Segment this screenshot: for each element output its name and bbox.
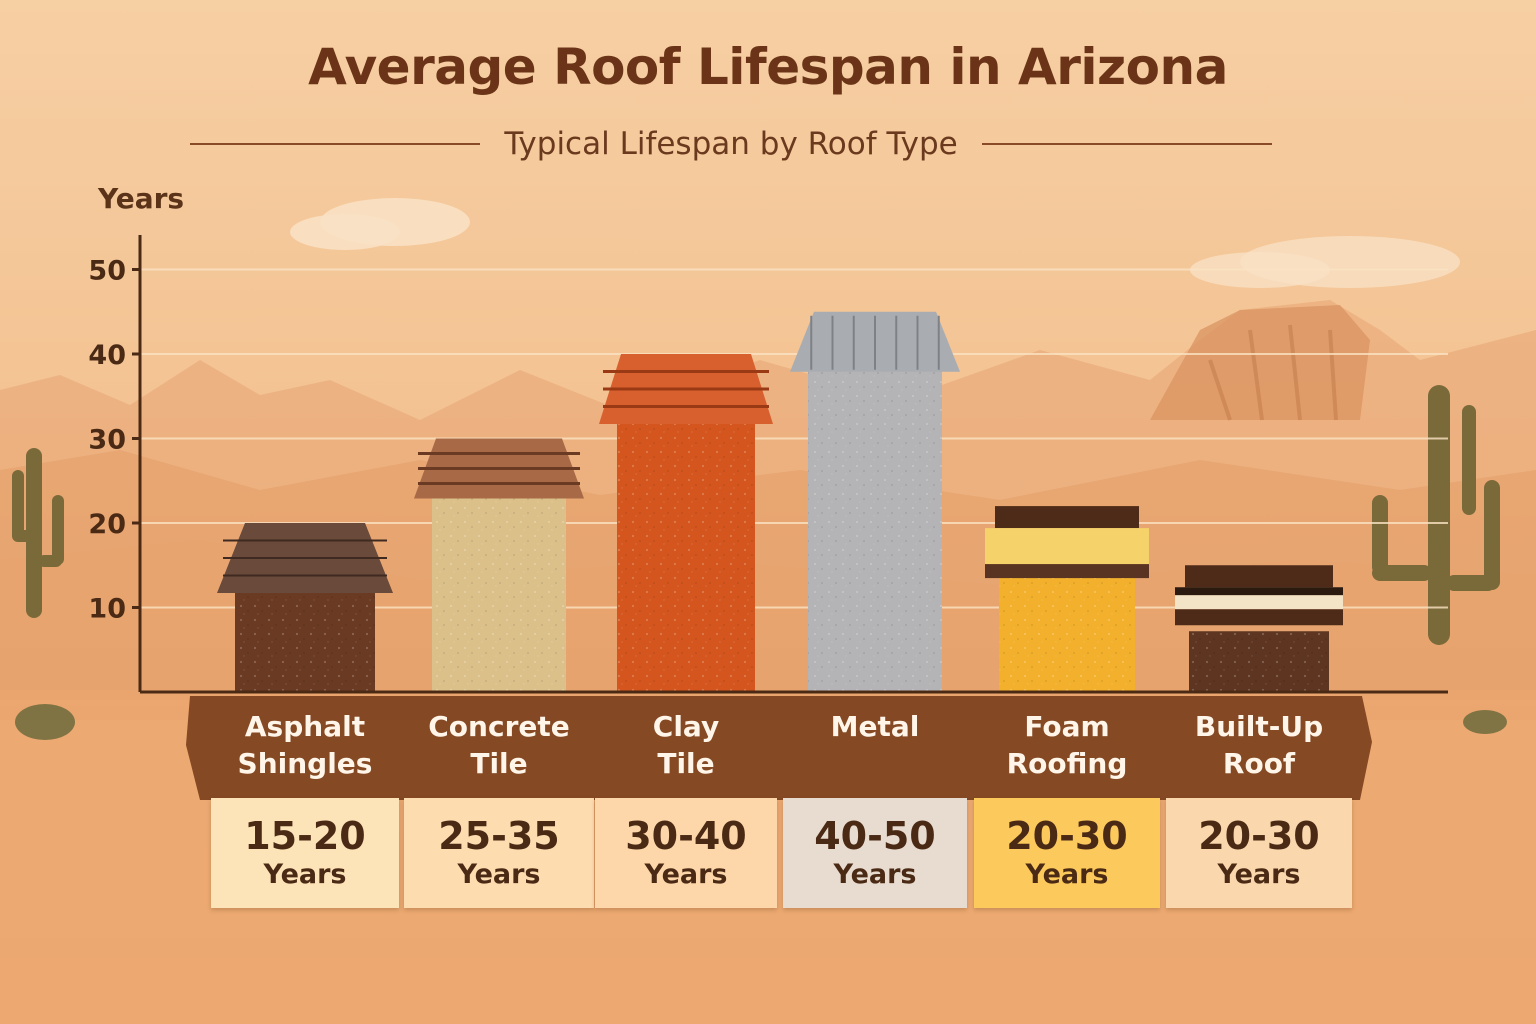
- bar-2: [599, 354, 773, 692]
- range-box: 40-50 Years: [783, 798, 967, 908]
- cactus-right-icon: [1372, 385, 1500, 645]
- roof-layer: [1175, 587, 1343, 596]
- range-unit: Years: [644, 859, 728, 890]
- subtitle-rule-left: [190, 143, 481, 145]
- y-tick-label: 50: [88, 256, 126, 287]
- range-value: 25-35: [438, 814, 560, 858]
- chart-title: Average Roof Lifespan in Arizona: [308, 38, 1228, 96]
- roof-layer: [995, 506, 1139, 529]
- bars: [217, 311, 1343, 692]
- range-box: 25-35 Years: [404, 798, 594, 908]
- range-unit: Years: [833, 859, 917, 890]
- category-label: Concrete Tile: [428, 710, 570, 780]
- range-unit: Years: [1217, 859, 1301, 890]
- category-label: Metal: [830, 710, 920, 743]
- category-label: Built-Up Roof: [1194, 710, 1324, 780]
- subtitle-rule-right: [981, 143, 1272, 145]
- bar-texture: [617, 410, 755, 692]
- range-unit: Years: [457, 859, 541, 890]
- range-value: 15-20: [244, 814, 366, 858]
- category-label: Asphalt Shingles: [237, 710, 373, 780]
- chart-subtitle: Typical Lifespan by Roof Type: [504, 126, 958, 162]
- cactus-left-icon: [12, 448, 64, 618]
- bar-texture: [235, 579, 375, 692]
- bar-texture: [1189, 631, 1329, 692]
- subtitle-row: Typical Lifespan by Roof Type: [190, 122, 1272, 166]
- bar-3: [790, 311, 960, 692]
- roof-layer: [1175, 609, 1343, 626]
- y-tick-label: 10: [88, 594, 126, 625]
- y-tick-label: 40: [88, 340, 126, 371]
- roof-layer: [1185, 565, 1333, 588]
- range-value: 40-50: [814, 814, 936, 858]
- range-unit: Years: [1025, 859, 1109, 890]
- y-axis-label: Years: [98, 182, 185, 215]
- y-tick-label: 20: [88, 509, 126, 540]
- bar-0: [217, 523, 393, 692]
- range-box: 20-30 Years: [1166, 798, 1352, 908]
- roof-layer: [1175, 595, 1343, 610]
- bar-4: [985, 506, 1149, 692]
- category-label: Foam Roofing: [1006, 710, 1128, 780]
- bar-texture: [808, 363, 942, 692]
- category-label: Clay Tile: [652, 710, 720, 780]
- roof-layer: [985, 564, 1149, 579]
- range-value: 20-30: [1198, 814, 1320, 858]
- range-value: 30-40: [625, 814, 747, 858]
- roof-layer: [985, 528, 1149, 565]
- range-value: 20-30: [1006, 814, 1128, 858]
- bar-1: [414, 438, 584, 692]
- y-tick-label: 30: [88, 425, 126, 456]
- axes: 10 20 30 40 50: [88, 235, 1448, 694]
- bar-5: [1175, 565, 1343, 692]
- bar-texture: [999, 572, 1135, 692]
- range-unit: Years: [263, 859, 347, 890]
- bar-texture: [432, 484, 566, 692]
- range-box: 20-30 Years: [974, 798, 1160, 908]
- category-band: [186, 696, 1372, 800]
- range-box: 15-20 Years: [211, 798, 399, 908]
- range-box: 30-40 Years: [595, 798, 777, 908]
